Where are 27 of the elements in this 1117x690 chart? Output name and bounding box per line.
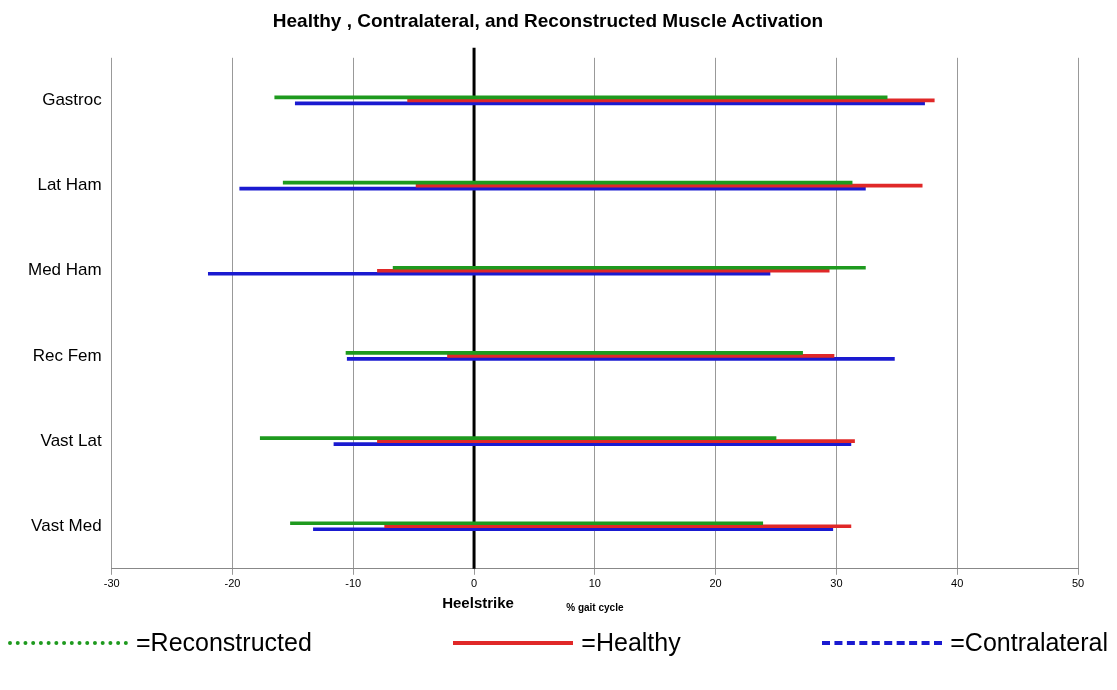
x-tick-label: 50 [1071,577,1085,590]
legend-label: =Healthy [581,628,681,657]
legend-label: =Contralateral [950,628,1108,657]
bar [290,521,764,526]
ref-line-label: Heelstrike [442,594,514,612]
bar [345,351,803,355]
y-tick-label: Vast Med [31,515,102,535]
x-tick-label: -10 [345,577,362,590]
y-tick-label: Lat Ham [37,175,102,195]
bar [392,265,866,270]
chart-title: Healthy , Contralateral, and Reconstructed Muscle Activation [272,9,824,31]
x-tick-label: 40 [951,577,964,590]
y-tick-label: Gastroc [42,90,103,110]
x-tick-label: -20 [224,577,241,590]
x-tick-label: 30 [830,577,843,590]
bar [207,271,771,276]
x-tick-label: 20 [709,577,722,590]
y-tick-label: Rec Fem [32,345,102,365]
x-tick-label: 10 [588,577,601,590]
legend-label: =Reconstructed [136,628,312,657]
x-tick-label: 0 [470,577,478,590]
x-tick-label: -30 [103,577,120,590]
bar [346,357,895,361]
y-tick-label: Med Ham [28,260,102,280]
bar [259,436,777,440]
y-tick-label: Vast Lat [40,430,102,450]
x-axis-title: % gait cycle [566,601,624,613]
